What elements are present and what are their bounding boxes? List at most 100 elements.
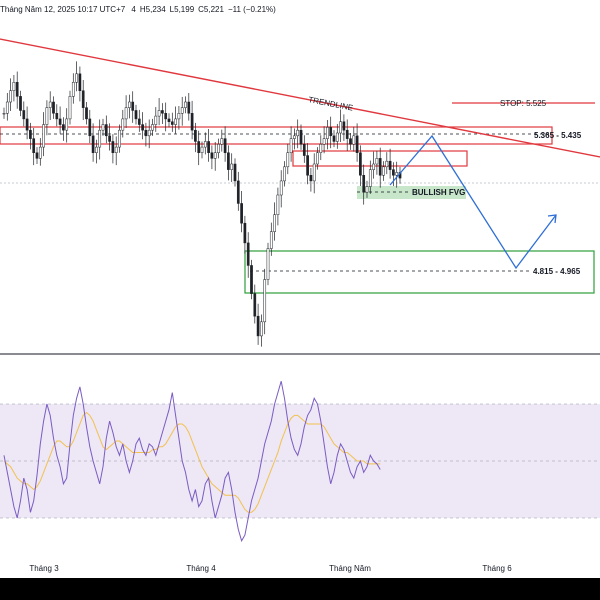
support-zone[interactable] — [244, 250, 595, 294]
candle-body — [78, 73, 82, 91]
candle-body — [134, 110, 138, 120]
candle-body — [81, 90, 85, 108]
stop-label: STOP: 5.525 — [500, 99, 547, 108]
candle-body — [161, 110, 164, 114]
candle-body — [177, 113, 181, 120]
candle-body — [167, 118, 171, 122]
resistance-zone-upper[interactable] — [0, 126, 553, 145]
candle-body — [147, 129, 151, 137]
candle-body — [144, 129, 148, 137]
candle-body — [85, 107, 88, 120]
candle-body — [95, 146, 98, 153]
candle-body — [210, 152, 214, 159]
trendline[interactable] — [0, 38, 600, 158]
candle-body — [88, 118, 92, 137]
candle-body — [55, 113, 59, 120]
candle-body — [141, 124, 144, 131]
candle-body — [101, 124, 105, 131]
candle-body — [362, 175, 366, 193]
candle-body — [213, 152, 217, 159]
candle-body — [266, 248, 270, 280]
candle-body — [392, 169, 395, 176]
candle-body — [326, 127, 329, 139]
candle-body — [15, 82, 19, 97]
candle-body — [395, 172, 399, 176]
candle-body — [98, 129, 102, 148]
projection-path[interactable] — [389, 134, 557, 270]
candle-body — [19, 96, 22, 111]
candle-body — [48, 101, 52, 108]
candle-body — [118, 129, 121, 148]
candle-body — [230, 163, 234, 170]
candle-body — [197, 141, 201, 153]
candle-body — [12, 82, 16, 91]
candle-body — [329, 127, 333, 137]
candle-body — [293, 135, 296, 139]
candle-body — [299, 129, 303, 145]
candle-body — [22, 110, 26, 120]
candle-body — [388, 160, 392, 170]
header-value: L5,199 — [169, 5, 195, 14]
candle-body — [263, 279, 267, 323]
candle-body — [65, 118, 69, 131]
candles-layer — [2, 61, 402, 347]
candle-body — [385, 160, 389, 168]
header-bar: Tháng Năm 12, 2025 10:17 UTC+7 4 H5,234 L5… — [0, 0, 600, 20]
candle-body — [382, 166, 385, 176]
candle-body — [223, 138, 227, 153]
candle-body — [250, 265, 253, 294]
candle-body — [339, 121, 342, 134]
candle-body — [194, 129, 197, 142]
header-value: C5,221 — [198, 5, 224, 14]
candle-body — [108, 135, 111, 142]
header-date: Tháng Năm 12, 2025 10:17 UTC+7 — [0, 5, 126, 14]
candle-body — [355, 135, 359, 153]
candle-body — [200, 146, 204, 153]
candle-body — [269, 231, 273, 249]
candle-body — [25, 118, 29, 131]
header-value: −11 (−0.21%) — [227, 5, 276, 14]
candle-body — [184, 101, 187, 108]
candle-body — [359, 152, 362, 176]
candle-body — [32, 138, 36, 153]
candle-body — [187, 101, 191, 114]
candle-body — [302, 144, 306, 156]
candle-body — [273, 214, 276, 232]
candle-body — [42, 124, 45, 148]
x-tick-label: Tháng Năm — [329, 564, 371, 573]
candle-body — [104, 124, 108, 137]
candle-body — [352, 135, 356, 145]
candle-body — [332, 135, 336, 142]
candle-body — [62, 124, 65, 131]
candle-body — [233, 163, 237, 182]
candle-body — [220, 138, 224, 145]
candle-body — [243, 222, 247, 244]
price-pane: TRENDLINE STOP: 5.525 5.365 - 5.435 BULL… — [0, 38, 600, 355]
candle-body — [349, 138, 352, 145]
fvg-label: BULLISH FVG — [412, 188, 465, 197]
candle-body — [240, 203, 243, 224]
candle-body — [190, 113, 194, 131]
candle-body — [203, 141, 207, 148]
candle-body — [114, 146, 118, 153]
candle-body — [335, 132, 339, 142]
support-label: 4.815 - 4.965 — [533, 267, 581, 276]
zones-layer — [0, 102, 595, 294]
candle-body — [246, 242, 250, 266]
candle-body — [286, 152, 290, 168]
candle-body — [279, 180, 283, 196]
bottom-bar — [0, 578, 600, 600]
candle-body — [52, 101, 55, 114]
candle-body — [154, 115, 158, 125]
candle-body — [276, 194, 280, 215]
fvg-zone[interactable] — [357, 186, 466, 199]
candle-body — [306, 155, 309, 176]
candle-body — [309, 175, 313, 182]
candle-body — [58, 118, 62, 125]
x-tick-label: Tháng 4 — [186, 564, 216, 573]
candle-body — [378, 158, 382, 176]
rsi-pane — [0, 381, 600, 543]
candle-body — [157, 110, 161, 117]
candle-body — [372, 163, 375, 170]
